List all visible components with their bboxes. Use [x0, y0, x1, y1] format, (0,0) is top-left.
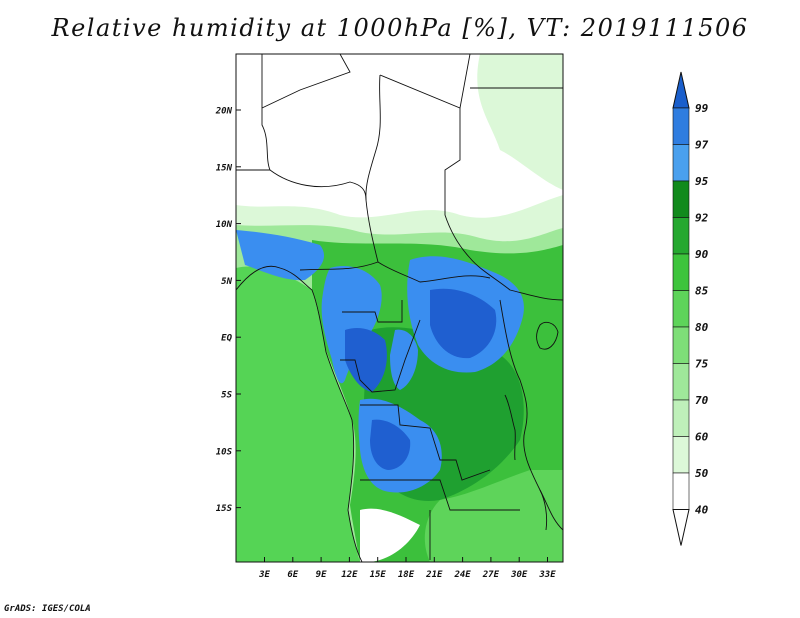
border-niger-algeria — [261, 54, 351, 109]
lat-label: 10N — [216, 220, 233, 230]
lon-label: 6E — [287, 570, 298, 580]
lat-label: EQ — [221, 334, 232, 344]
lat-label: 10S — [216, 447, 233, 457]
colorbar-label: 60 — [695, 431, 709, 444]
colorbar-segment — [672, 217, 690, 255]
border-east — [499, 299, 563, 531]
coastline — [236, 265, 363, 562]
border-chad-sudan — [444, 108, 471, 259]
colorbar-label: 90 — [695, 248, 709, 261]
colorbar-label: 85 — [695, 285, 709, 298]
lat-label: 15S — [216, 504, 233, 514]
ocean-rh-85 — [236, 266, 360, 562]
colorbar-label: 97 — [695, 139, 709, 152]
lat-label: 5N — [221, 277, 232, 287]
southern-dry-patch — [360, 508, 420, 562]
latitude-axis: 20N 15N 10N 5N EQ 5S 10S 15S — [215, 107, 241, 514]
humidity-field — [236, 54, 563, 562]
rh-95-coast-west — [236, 230, 325, 281]
colorbar-segment — [672, 363, 690, 401]
colorbar-label: 99 — [695, 102, 709, 115]
colorbar-label: 50 — [695, 467, 709, 480]
border-drc-angola — [360, 404, 491, 481]
lon-label: 3E — [258, 570, 270, 580]
rh-97-car-core — [430, 288, 497, 359]
longitude-axis: 3E 6E 9E 12E 15E 18E 21E 24E 27E 30E 33E — [258, 557, 556, 580]
lon-label: 15E — [370, 570, 387, 580]
colorbar: 99 97 95 92 90 85 80 75 70 60 50 40 — [672, 71, 709, 546]
lake-malawi — [539, 489, 548, 531]
colorbar-label: 40 — [695, 504, 709, 517]
colorbar-segment — [672, 399, 690, 437]
lake-victoria — [536, 321, 559, 350]
colorbar-segment — [672, 180, 690, 218]
colorbar-label: 95 — [695, 175, 709, 188]
lat-label: 5S — [221, 391, 232, 401]
colorbar-label: 92 — [695, 212, 709, 225]
border-niger-chad — [365, 74, 381, 263]
colorbar-segment — [672, 253, 690, 291]
border-congo-north — [342, 300, 403, 323]
map-title: Relative humidity at 1000hPa [%], VT: 20… — [51, 14, 749, 42]
rh-97-gabon — [345, 328, 387, 392]
lon-label: 27E — [482, 570, 500, 580]
colorbar-segment — [672, 326, 690, 364]
colorbar-segment — [672, 144, 690, 182]
rh-97-drc-south — [370, 419, 411, 470]
border-west — [236, 54, 271, 171]
lon-label: 9E — [316, 570, 327, 580]
lon-label: 30E — [510, 570, 528, 580]
lat-label: 20N — [215, 107, 233, 117]
lon-label: 33E — [538, 570, 556, 580]
border-nigeria-north — [269, 169, 367, 201]
colorbar-segment — [672, 107, 690, 145]
borders — [236, 54, 563, 562]
colorbar-bottom-triangle — [672, 509, 690, 546]
lon-label: 18E — [398, 570, 415, 580]
colorbar-label: 70 — [695, 394, 709, 407]
colorbar-top-triangle — [672, 71, 690, 109]
border-zambia — [360, 479, 520, 511]
map-frame — [235, 53, 564, 563]
colorbar-segment — [672, 436, 690, 474]
lake-tanganyika — [504, 394, 516, 461]
lon-label: 21E — [425, 570, 443, 580]
southeast-rh-80 — [424, 470, 563, 562]
border-south-sudan — [469, 257, 563, 301]
border-gabon-congo — [340, 319, 421, 393]
border-car — [299, 261, 491, 283]
credit-text: GrADS: IGES/COLA — [4, 604, 91, 614]
lon-label: 12E — [341, 570, 358, 580]
colorbar-segment — [672, 290, 690, 328]
lon-label: 24E — [453, 570, 471, 580]
colorbar-segment — [672, 472, 690, 510]
rh-95-cameroon — [321, 265, 382, 384]
colorbar-label: 75 — [695, 358, 709, 371]
lat-label: 15N — [216, 163, 233, 173]
colorbar-label: 80 — [695, 321, 709, 334]
